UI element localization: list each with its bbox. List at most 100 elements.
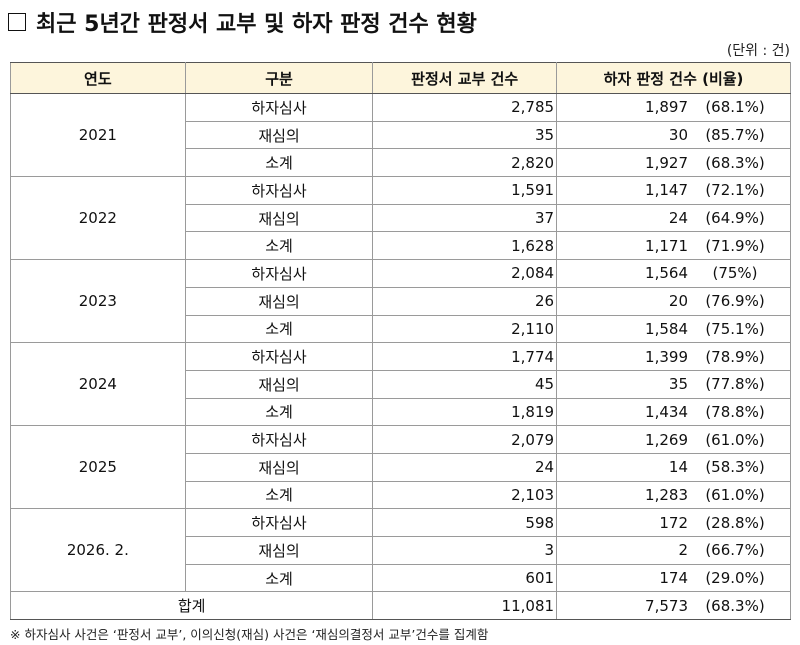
table-row: 2021 하자심사 2,785 1,897 (68.1%) bbox=[10, 92, 791, 178]
judgment-stats-table: 연도 구분 판정서 교부 건수 하자 판정 건수 (비율) 2021 하자심사 2,… bbox=[9, 62, 791, 621]
judgment-count: 1,399 bbox=[645, 347, 688, 366]
category-cell: 하자심사 bbox=[184, 93, 374, 122]
year-cell: 2026. 2. bbox=[10, 508, 186, 593]
judgment-count: 1,283 bbox=[645, 485, 688, 504]
unit-label: (단위 : 건) bbox=[726, 43, 790, 59]
issued-cell: 1,774 bbox=[372, 342, 558, 371]
judgment-cell: 1,564 (75%) bbox=[556, 259, 791, 288]
category-cell: 소계 bbox=[184, 148, 374, 178]
judgment-ratio: (77.8%) bbox=[705, 375, 765, 394]
judgment-cell: 35 (77.8%) bbox=[556, 369, 791, 399]
judgment-ratio: (78.8%) bbox=[705, 402, 765, 421]
judgment-ratio: (61.0%) bbox=[705, 430, 765, 449]
judgment-cell: 1,434 (78.8%) bbox=[556, 397, 791, 427]
judgment-cell: 30 (85.7%) bbox=[556, 120, 791, 150]
judgment-count: 1,434 bbox=[645, 402, 688, 421]
year-cell: 2021 bbox=[10, 92, 186, 178]
category-cell: 소계 bbox=[184, 314, 374, 344]
judgment-ratio: (68.1%) bbox=[705, 98, 765, 117]
category-cell: 하자심사 bbox=[184, 508, 374, 537]
issued-cell: 3 bbox=[372, 536, 558, 565]
category-cell: 소계 bbox=[184, 563, 374, 593]
judgment-count: 30 bbox=[668, 126, 688, 145]
judgment-ratio: (72.1%) bbox=[705, 181, 765, 200]
judgment-cell: 1,927 (68.3%) bbox=[556, 148, 791, 178]
header-category: 구분 bbox=[184, 62, 374, 94]
issued-cell: 2,785 bbox=[372, 93, 558, 122]
table-row: 2023 하자심사 2,084 1,564 (75%) bbox=[10, 259, 791, 344]
judgment-count: 24 bbox=[668, 209, 688, 228]
table-row: 소계 1,628 1,171 (71.9%) bbox=[11, 231, 791, 261]
category-cell: 하자심사 bbox=[184, 425, 374, 454]
total-row: 합계 11,081 7,573 (68.3%) bbox=[9, 591, 791, 621]
judgment-cell: 1,584 (75.1%) bbox=[556, 314, 791, 344]
category-cell: 하자심사 bbox=[184, 259, 374, 288]
year-cell: 2022 bbox=[10, 176, 186, 261]
judgment-cell: 1,269 (61.0%) bbox=[556, 425, 791, 454]
category-cell: 재심의 bbox=[184, 536, 374, 565]
judgment-count: 20 bbox=[668, 292, 688, 311]
header-judgment: 하자 판정 건수 (비율) bbox=[556, 62, 791, 94]
judgment-cell: 1,147 (72.1%) bbox=[556, 176, 791, 205]
judgment-ratio: (71.9%) bbox=[705, 236, 765, 255]
category-cell: 재심의 bbox=[184, 286, 374, 316]
table-row: 재심의 37 24 (64.9%) bbox=[11, 203, 791, 233]
judgment-count: 1,897 bbox=[645, 98, 688, 117]
judgment-ratio: (75.1%) bbox=[705, 319, 765, 338]
page-title: 최근 5년간 판정서 교부 및 하자 판정 건수 현황 bbox=[8, 6, 477, 38]
table-row: 2025 하자심사 2,079 1,269 (61.0%) bbox=[10, 425, 791, 510]
category-cell: 하자심사 bbox=[184, 176, 374, 205]
judgment-ratio: (85.7%) bbox=[705, 126, 765, 145]
judgment-count: 2 bbox=[678, 541, 688, 560]
judgment-count: 172 bbox=[659, 513, 688, 532]
issued-cell: 37 bbox=[372, 203, 558, 233]
issued-cell: 2,079 bbox=[372, 425, 558, 454]
judgment-cell: 1,283 (61.0%) bbox=[556, 480, 791, 510]
judgment-ratio: (78.9%) bbox=[705, 347, 765, 366]
issued-cell: 2,820 bbox=[372, 148, 558, 178]
judgment-cell: 1,171 (71.9%) bbox=[556, 231, 791, 261]
title-text: 최근 5년간 판정서 교부 및 하자 판정 건수 현황 bbox=[36, 12, 477, 37]
table-row: 소계 2,110 1,584 (75.1%) bbox=[11, 314, 791, 344]
table-row: 재심의 45 35 (77.8%) bbox=[11, 369, 791, 399]
year-cell: 2025 bbox=[10, 425, 186, 510]
judgment-ratio: (28.8%) bbox=[705, 513, 765, 532]
issued-cell: 45 bbox=[372, 369, 558, 399]
issued-cell: 1,819 bbox=[372, 397, 558, 427]
judgment-count: 1,269 bbox=[645, 430, 688, 449]
total-judgment-ratio: (68.3%) bbox=[705, 596, 765, 615]
judgment-cell: 20 (76.9%) bbox=[556, 286, 791, 316]
judgment-count: 1,927 bbox=[645, 153, 688, 172]
header-year: 연도 bbox=[10, 62, 186, 94]
judgment-cell: 1,897 (68.1%) bbox=[556, 93, 791, 122]
judgment-ratio: (68.3%) bbox=[705, 153, 765, 172]
judgment-count: 1,584 bbox=[645, 319, 688, 338]
issued-cell: 601 bbox=[372, 563, 558, 593]
issued-cell: 1,591 bbox=[372, 176, 558, 205]
issued-cell: 598 bbox=[372, 508, 558, 537]
table-row: 재심의 24 14 (58.3%) bbox=[11, 452, 791, 482]
total-issued: 11,081 bbox=[372, 591, 558, 621]
table-row: 2024 하자심사 1,774 1,399 (78.9%) bbox=[10, 342, 791, 427]
table-row: 재심의 35 30 (85.7%) bbox=[11, 120, 791, 150]
table-row: 2026. 2. 하자심사 598 172 (28.8%) bbox=[10, 508, 791, 593]
year-cell: 2023 bbox=[10, 259, 186, 344]
judgment-cell: 1,399 (78.9%) bbox=[556, 342, 791, 371]
judgment-ratio: (58.3%) bbox=[705, 458, 765, 477]
category-cell: 소계 bbox=[184, 231, 374, 261]
issued-cell: 2,084 bbox=[372, 259, 558, 288]
category-cell: 소계 bbox=[184, 397, 374, 427]
checkbox-square-icon bbox=[8, 13, 26, 31]
judgment-cell: 172 (28.8%) bbox=[556, 508, 791, 537]
judgment-ratio: (29.0%) bbox=[705, 569, 765, 588]
category-cell: 재심의 bbox=[184, 120, 374, 150]
table-row: 2022 하자심사 1,591 1,147 (72.1%) bbox=[10, 176, 791, 261]
category-cell: 소계 bbox=[184, 480, 374, 510]
table-row: 소계 2,820 1,927 (68.3%) bbox=[11, 148, 791, 178]
header-issued: 판정서 교부 건수 bbox=[372, 62, 558, 94]
judgment-cell: 2 (66.7%) bbox=[556, 536, 791, 565]
judgment-count: 1,564 bbox=[645, 264, 688, 283]
judgment-count: 14 bbox=[668, 458, 688, 477]
judgment-ratio: (61.0%) bbox=[705, 485, 765, 504]
issued-cell: 35 bbox=[372, 120, 558, 150]
